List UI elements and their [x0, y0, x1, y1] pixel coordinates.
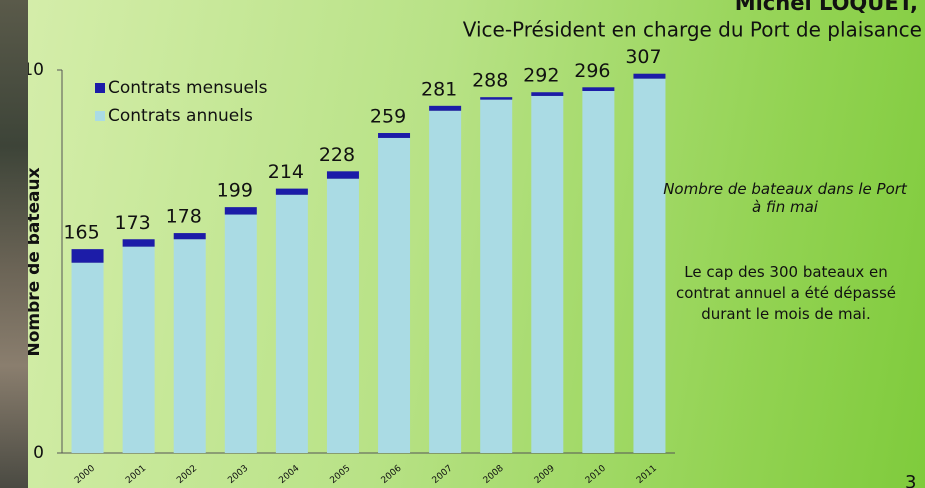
x-tick-label: 2006 [380, 463, 404, 486]
total-label: 165 [63, 222, 99, 244]
total-label: 228 [319, 144, 355, 166]
total-label: 173 [114, 212, 150, 234]
x-tick-label: 2000 [73, 463, 97, 486]
comment: Le cap des 300 bateaux en contrat annuel… [662, 262, 910, 325]
caption: Nombre de bateaux dans le Port à fin mai [660, 180, 910, 216]
bar-segment [72, 263, 104, 453]
x-tick-label: 2010 [584, 463, 608, 486]
bar-segment [174, 233, 206, 239]
total-label: 281 [421, 78, 457, 100]
total-label: 214 [268, 161, 304, 183]
bar-segment [480, 100, 512, 453]
bar-segment [123, 239, 155, 246]
bar-segment [633, 79, 665, 453]
x-tick-label: 2001 [124, 464, 148, 486]
x-tick-label: 2009 [533, 463, 557, 486]
photo-strip [0, 0, 28, 488]
bar-segment [582, 87, 614, 91]
presenter-name: Michel LOQUET, [735, 0, 918, 15]
x-tick-label: 2002 [175, 464, 199, 486]
bar-segment [429, 106, 461, 111]
bar-segment [72, 249, 104, 263]
x-tick-label: 2011 [635, 464, 659, 486]
bar-segment [633, 74, 665, 79]
x-tick-label: 2007 [431, 464, 455, 486]
bar-segment [378, 138, 410, 453]
x-tick-label: 2005 [329, 464, 353, 486]
x-tick-label: 2003 [226, 464, 250, 486]
bar-segment [174, 239, 206, 453]
bar-segment [480, 97, 512, 99]
bar-segment [531, 96, 563, 453]
bar-segment [225, 215, 257, 453]
total-label: 178 [166, 206, 202, 228]
bar-segment [531, 92, 563, 96]
chart: Michel LOQUET, Vice-Président en charge … [0, 0, 925, 488]
bar-segment [225, 207, 257, 214]
bar-segment [582, 91, 614, 453]
page-number: 3 [905, 472, 916, 488]
total-label: 292 [523, 65, 559, 87]
y-tick-label: 0 [33, 443, 44, 463]
slide: Michel LOQUET, Vice-Président en charge … [0, 0, 925, 488]
bar-segment [123, 247, 155, 453]
total-label: 259 [370, 106, 406, 128]
x-tick-label: 2008 [482, 463, 506, 486]
total-label: 307 [625, 46, 661, 68]
x-tick-label: 2004 [277, 463, 301, 486]
total-label: 288 [472, 70, 508, 92]
bar-segment [327, 171, 359, 178]
presenter-role: Vice-Président en charge du Port de plai… [463, 18, 922, 42]
bar-segment [327, 179, 359, 453]
legend-label: Contrats annuels [108, 106, 253, 126]
bar-segment [276, 189, 308, 195]
bar-segment [276, 195, 308, 453]
legend-label: Contrats mensuels [108, 78, 268, 98]
total-label: 296 [574, 60, 610, 82]
legend-swatch [95, 83, 105, 93]
legend-swatch [95, 111, 105, 121]
bar-segment [429, 111, 461, 453]
total-label: 199 [217, 180, 253, 202]
bar-segment [378, 133, 410, 138]
